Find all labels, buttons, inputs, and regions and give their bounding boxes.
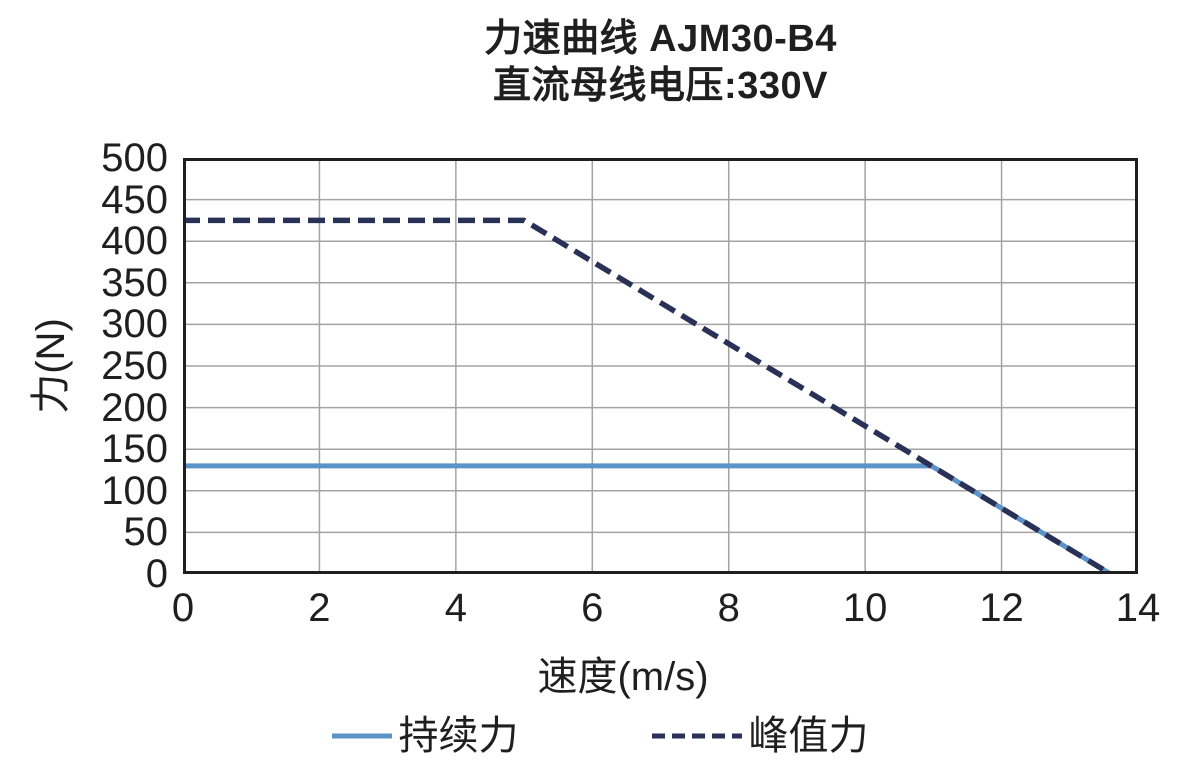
y-tick-label-500: 500 xyxy=(101,136,168,180)
y-tick-label-100: 100 xyxy=(101,468,168,513)
x-axis-title: 速度(m/s) xyxy=(537,655,709,699)
x-tick-label-8: 8 xyxy=(717,586,740,630)
legend-label-continuous-force: 持续力 xyxy=(398,714,519,758)
y-tick-label-50: 50 xyxy=(123,510,169,555)
y-tick-label-400: 400 xyxy=(101,219,168,264)
peak-force-line xyxy=(183,217,1113,574)
x-tick-label-14: 14 xyxy=(1115,586,1161,630)
legend-item-continuous-force: 持续力 xyxy=(331,712,519,760)
peak-force-line-swatch xyxy=(651,733,742,739)
plot-border xyxy=(183,158,1138,574)
continuous-force-line-swatch xyxy=(331,733,392,739)
gridlines xyxy=(183,158,1138,574)
x-tick-label-4: 4 xyxy=(444,586,467,630)
legend-item-peak-force: 峰值力 xyxy=(651,712,869,760)
plot-svg xyxy=(183,158,1138,574)
x-tick-label-10: 10 xyxy=(842,586,888,630)
y-tick-label-450: 450 xyxy=(101,177,168,222)
plot-area xyxy=(183,158,1138,574)
legend: 持续力 峰值力 xyxy=(0,712,1199,760)
legend-label-peak-force: 峰值力 xyxy=(748,714,869,758)
chart-title-line1: 力速曲线 AJM30-B4 xyxy=(484,18,837,60)
chart-title-line2: 直流母线电压:330V xyxy=(493,65,828,107)
y-tick-label-300: 300 xyxy=(101,302,168,347)
continuous-force-line xyxy=(183,463,1113,574)
y-tick-label-200: 200 xyxy=(101,385,168,430)
x-tick-label-12: 12 xyxy=(979,586,1024,630)
y-tick-label-0: 0 xyxy=(145,552,168,596)
y-tick-label-350: 350 xyxy=(101,260,168,305)
y-tick-label-250: 250 xyxy=(101,344,168,388)
y-tick-label-150: 150 xyxy=(101,427,168,472)
chart-title: 力速曲线 AJM30-B4 直流母线电压:330V xyxy=(183,16,1138,110)
x-tick-label-0: 0 xyxy=(171,586,195,630)
x-tick-label-6: 6 xyxy=(581,586,604,630)
x-tick-label-2: 2 xyxy=(308,586,331,630)
